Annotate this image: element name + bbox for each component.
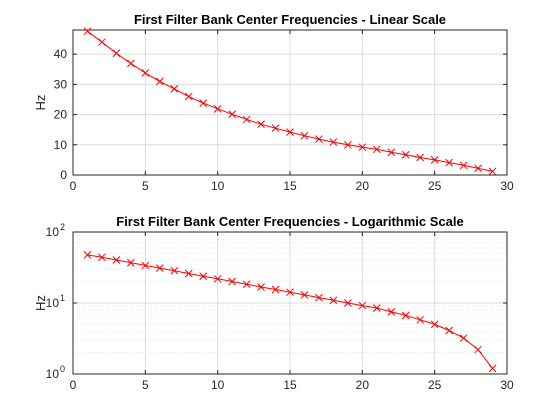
x-tick-label: 25: [428, 179, 442, 193]
y-axis-label: Hz: [33, 295, 48, 311]
data-point-marker: [445, 158, 453, 167]
data-point-marker: [170, 85, 179, 93]
data-point-marker: [387, 148, 396, 157]
data-point-marker: [242, 280, 251, 289]
y-tick-label: 10: [46, 367, 60, 381]
data-point-marker: [257, 120, 265, 129]
x-tick-label: 0: [70, 179, 77, 193]
y-tick-label: 10: [46, 296, 60, 310]
data-point-marker: [358, 143, 367, 152]
data-point-marker: [372, 145, 381, 154]
data-point-marker: [213, 104, 222, 113]
data-point-marker: [155, 77, 164, 86]
data-point-marker: [329, 296, 338, 305]
data-point-marker: [416, 153, 425, 162]
x-tick-label: 15: [283, 378, 297, 392]
data-point-marker: [170, 266, 179, 275]
data-point-marker: [112, 49, 121, 58]
y-axis-label: Hz: [33, 95, 48, 111]
y-tick-label: 0: [60, 168, 67, 182]
data-point-marker: [242, 115, 251, 124]
data-point-marker: [358, 301, 367, 310]
y-tick-label: 10: [54, 138, 68, 152]
data-point-marker: [474, 345, 482, 354]
data-point-marker: [300, 291, 309, 299]
data-point-marker: [459, 334, 468, 342]
x-tick-label: 15: [283, 179, 297, 193]
data-point-marker: [141, 69, 150, 77]
data-point-marker: [401, 150, 410, 159]
data-point-marker: [271, 124, 280, 133]
x-tick-label: 30: [500, 378, 514, 392]
data-point-marker: [344, 299, 352, 307]
y-tick-label: 20: [54, 108, 68, 122]
data-point-marker: [98, 38, 106, 46]
data-point-marker: [488, 364, 497, 373]
data-point-marker: [228, 277, 236, 286]
data-point-marker: [286, 288, 294, 297]
x-tick-label: 10: [211, 378, 225, 392]
x-tick-label: 25: [428, 378, 442, 392]
data-point-marker: [286, 128, 294, 136]
data-point-marker: [300, 131, 309, 140]
data-point-marker: [329, 138, 338, 146]
data-point-marker: [141, 261, 150, 270]
data-point-marker: [401, 311, 410, 320]
linear-scale-plot: 0 5 10 15 20 25 30 0 10 20 30 40 Hz First Filter Bank…: [33, 12, 514, 193]
data-point-marker: [344, 140, 352, 149]
y-tick-exponent: 0: [60, 364, 65, 374]
data-point-marker: [199, 272, 208, 281]
x-tick-label: 30: [500, 179, 514, 193]
data-point-marker: [184, 92, 193, 101]
data-point-marker: [83, 251, 92, 259]
data-point-marker: [155, 264, 164, 272]
data-point-marker: [459, 161, 468, 170]
data-point-marker: [387, 308, 396, 316]
chart-title: First Filter Bank Center Frequencies - L…: [134, 12, 446, 27]
data-point-marker: [315, 293, 323, 302]
data-point-marker: [445, 326, 453, 335]
data-point-marker: [112, 256, 121, 264]
data-point-marker: [184, 269, 193, 278]
data-point-marker: [488, 167, 497, 176]
x-tick-label: 20: [356, 179, 370, 193]
data-point-marker: [127, 59, 135, 68]
data-point-marker: [127, 258, 135, 267]
data-point-marker: [430, 320, 439, 329]
data-point-marker: [257, 283, 265, 291]
data-point-marker: [98, 253, 106, 262]
chart-title: First Filter Bank Center Frequencies - L…: [116, 214, 463, 229]
x-tick-label: 20: [356, 378, 370, 392]
data-point-marker: [372, 304, 381, 312]
x-tick-label: 5: [142, 179, 149, 193]
data-point-marker: [315, 135, 323, 143]
x-tick-label: 0: [70, 378, 77, 392]
y-tick-label: 10: [46, 225, 60, 239]
data-point-marker: [271, 285, 280, 294]
data-point-marker: [474, 164, 482, 173]
data-point-marker: [430, 156, 439, 164]
y-tick-label: 30: [54, 77, 68, 91]
y-tick-exponent: 2: [60, 222, 65, 232]
data-point-marker: [199, 99, 208, 107]
y-tick-exponent: 1: [60, 293, 65, 303]
data-point-marker: [83, 27, 92, 36]
data-point-marker: [228, 110, 236, 119]
data-point-marker: [213, 274, 222, 283]
x-tick-label: 10: [211, 179, 225, 193]
y-tick-label: 40: [54, 47, 68, 61]
data-point-marker: [416, 315, 425, 324]
x-tick-label: 5: [142, 378, 149, 392]
